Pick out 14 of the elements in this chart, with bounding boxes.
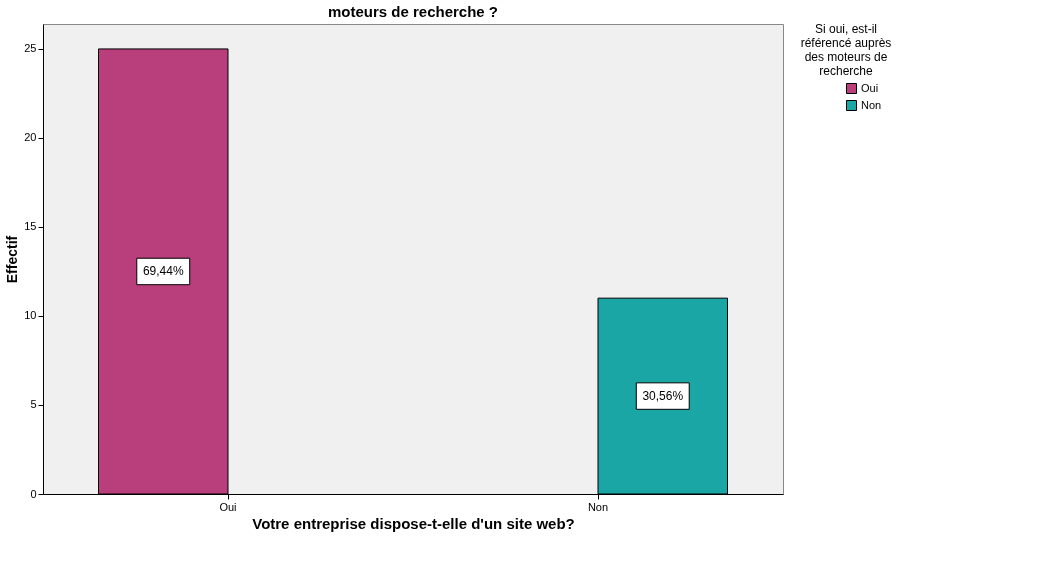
y-tick-label: 10 xyxy=(24,309,37,322)
y-axis-title: Effectif xyxy=(4,235,21,284)
y-tick-label: 20 xyxy=(24,131,37,144)
annotation: 30,56% xyxy=(642,389,684,404)
y-tick-label: 15 xyxy=(24,220,37,233)
y-tick-label: 25 xyxy=(24,42,37,55)
y-tick-label: 0 xyxy=(30,487,37,500)
legend-label: Oui xyxy=(861,81,879,94)
annotation: 69,44% xyxy=(142,264,184,279)
chart-title: moteurs de recherche ? xyxy=(327,3,499,20)
legend-title: Si oui, est-il référencé auprès des moteurs de recherche xyxy=(800,22,892,78)
legend-label: Non xyxy=(861,98,882,111)
y-tick-label: 5 xyxy=(30,398,37,411)
x-axis-title: Votre entreprise dispose-t-elle d'un site web? xyxy=(252,514,575,532)
